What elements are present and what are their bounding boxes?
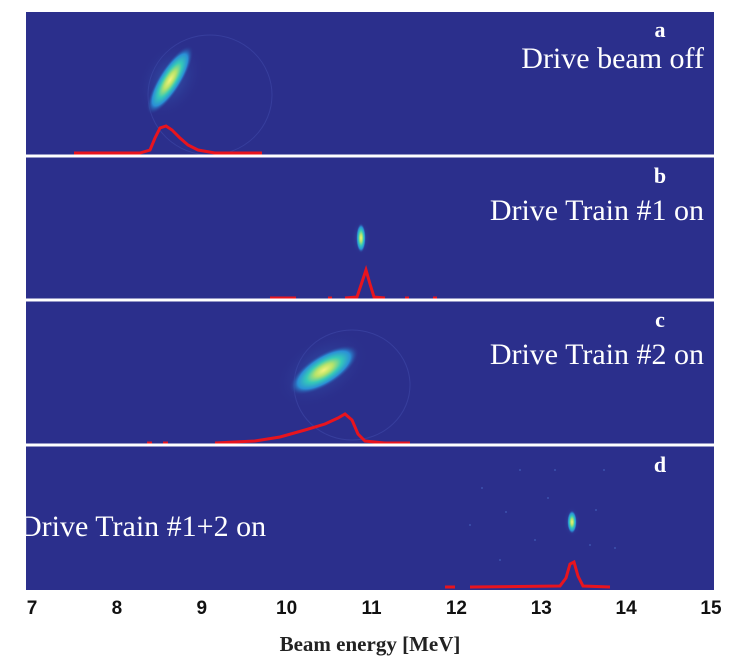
panel-c-letter: c <box>655 307 665 332</box>
panel-d-energy-profile <box>445 559 611 589</box>
panel-d-letter: d <box>654 452 666 477</box>
panel-b-letter: b <box>654 163 666 188</box>
panel-b-label: Drive Train #1 on <box>490 194 704 227</box>
x-tick-label: 11 <box>361 598 382 619</box>
x-tick-label: 14 <box>616 598 638 619</box>
panel-a-beam-spot <box>136 40 204 120</box>
x-tick-label: 9 <box>197 598 208 619</box>
x-tick-label: 10 <box>276 598 297 619</box>
x-tick-label: 7 <box>27 598 38 619</box>
panel-b-beam-spot <box>351 220 371 256</box>
x-tick-label: 8 <box>112 598 123 619</box>
panel-c-energy-profile <box>147 412 410 445</box>
panel-d-noise <box>469 469 616 561</box>
panel-c-beam-spot <box>274 331 370 409</box>
panel-d-beam-spot <box>563 506 581 538</box>
panel-a-energy-profile <box>74 124 262 155</box>
panel-d-label: Drive Train #1+2 on <box>20 510 266 543</box>
panel-a-label: Drive beam off <box>521 42 704 75</box>
x-tick-label: 13 <box>531 598 552 619</box>
x-axis-ticks: 7 8 9 10 11 12 13 14 15 <box>27 598 722 619</box>
panel-c-label: Drive Train #2 on <box>490 338 704 371</box>
panel-a-letter: a <box>655 17 666 42</box>
x-axis-title: Beam energy [MeV] <box>280 632 461 656</box>
x-tick-label: 12 <box>446 598 467 619</box>
panel-b-energy-profile <box>270 264 437 300</box>
x-tick-label: 15 <box>700 598 722 619</box>
